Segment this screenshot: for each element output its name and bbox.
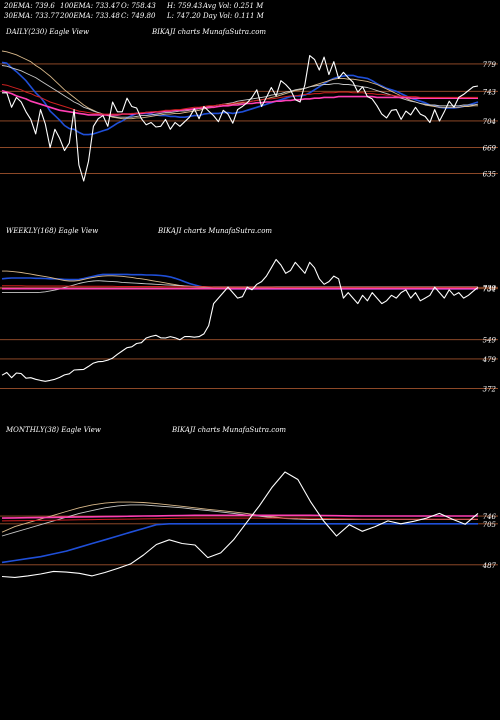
- monthly-series-ema-red: [1, 517, 478, 522]
- header-day-vol: Day Vol: 0.111 M: [203, 12, 264, 20]
- weekly-chart-title: WEEKLY(168) Eagle View: [6, 227, 98, 235]
- header-close: C: 749.80: [121, 12, 156, 20]
- daily-chart-subtitle: BIKAJI charts MunafaSutra.com: [151, 28, 266, 36]
- header-open: O: 758.43: [121, 2, 156, 10]
- daily-level-label-2: 704: [483, 118, 496, 126]
- monthly-series-price: [1, 471, 479, 578]
- weekly-series-price: [1, 258, 479, 382]
- header-low: L: 747.20: [167, 12, 201, 20]
- monthly-chart-title: MONTHLY(38) Eagle View: [5, 426, 101, 434]
- daily-series-price: [2, 55, 479, 182]
- header-high: H: 759.43: [167, 2, 203, 10]
- daily-series-ema-blue: [1, 61, 479, 136]
- monthly-level-label-2: 487: [482, 562, 497, 570]
- monthly-series-ema-pink: [1, 514, 478, 519]
- header-100ema: 100EMA: 733.47: [60, 2, 120, 10]
- weekly-level-label-2: 549: [483, 337, 497, 345]
- header-30ema: 30EMA: 733.77: [4, 12, 60, 20]
- header-avg-vol: Avg Vol: 0.251 M: [203, 2, 264, 10]
- daily-series-ema-tan: [1, 50, 478, 120]
- header-20ema: 20EMA: 739.6: [4, 2, 55, 10]
- daily-level-label-1: 743: [483, 88, 497, 96]
- monthly-series-ema-blue: [1, 522, 478, 564]
- daily-series-ema-red: [1, 84, 478, 115]
- daily-series-ema-pink: [1, 89, 478, 116]
- weekly-level-label-4: 372: [483, 385, 497, 393]
- monthly-level-label-1: 705: [483, 521, 497, 529]
- weekly-level-label-1: 734: [483, 286, 496, 294]
- weekly-series-ema-red: [2, 285, 478, 288]
- header-200ema: 200EMA: 733.48: [60, 12, 120, 20]
- monthly-level-label-0: 746: [483, 513, 497, 521]
- weekly-level-label-3: 479: [482, 356, 497, 364]
- weekly-series-ema-tan: [2, 270, 478, 289]
- daily-level-label-3: 669: [483, 145, 497, 153]
- daily-level-label-4: 635: [483, 170, 497, 178]
- daily-chart-title: DAILY(230) Eagle View: [5, 28, 89, 36]
- weekly-chart-subtitle: BIKAJI charts MunafaSutra.com: [157, 227, 272, 235]
- daily-level-label-0: 779: [483, 61, 497, 69]
- monthly-chart-subtitle: BIKAJI charts MunafaSutra.com: [171, 426, 286, 434]
